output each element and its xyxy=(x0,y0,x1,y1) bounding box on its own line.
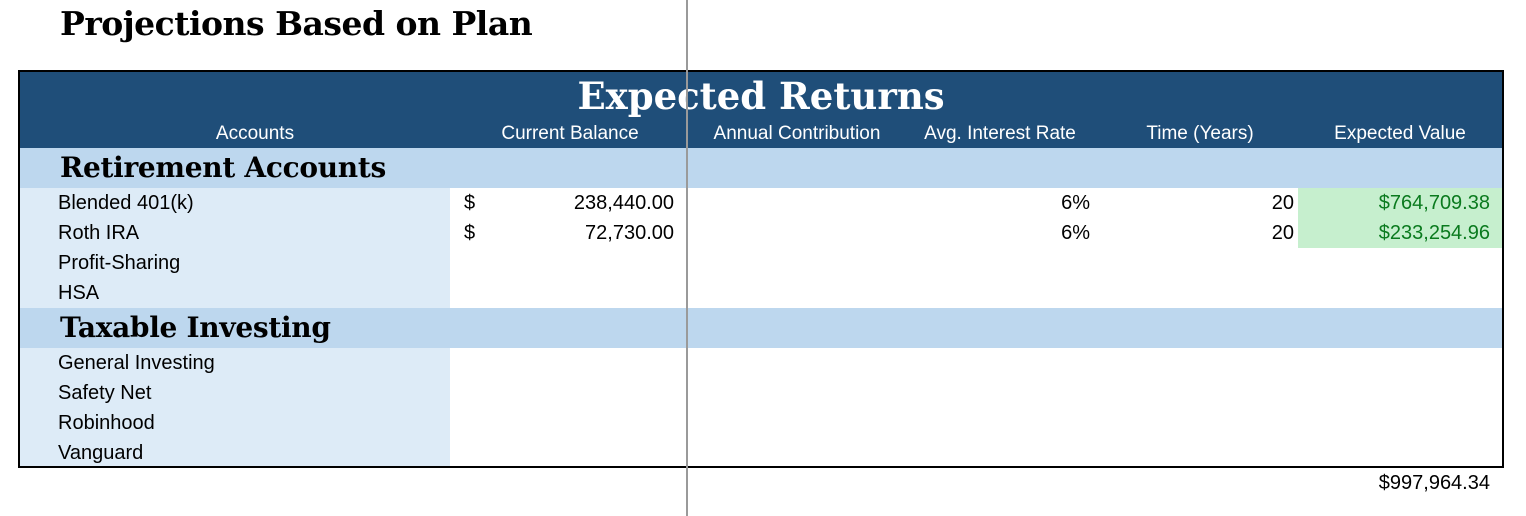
column-header-current-balance[interactable]: Current Balance xyxy=(501,123,639,144)
table-row[interactable]: HSA xyxy=(20,278,1502,308)
section-taxable-investing[interactable]: Taxable Investing xyxy=(20,308,1502,348)
currency-symbol: $ xyxy=(464,192,476,214)
column-header-accounts[interactable]: Accounts xyxy=(215,123,295,144)
avg-interest-rate[interactable]: 6% xyxy=(1061,222,1090,244)
column-header-expected-value[interactable]: Expected Value xyxy=(1334,123,1466,144)
section-retirement-accounts[interactable]: Retirement Accounts xyxy=(20,148,1502,188)
account-name[interactable]: HSA xyxy=(58,282,100,304)
page-title: Projections Based on Plan xyxy=(60,4,533,43)
column-header-annual-contribution[interactable]: Annual Contribution xyxy=(713,123,881,144)
expected-value[interactable]: $764,709.38 xyxy=(1298,188,1502,218)
account-name[interactable]: Blended 401(k) xyxy=(58,192,194,214)
account-name[interactable]: Profit-Sharing xyxy=(58,252,181,274)
table-row[interactable]: General Investing xyxy=(20,348,1502,378)
freeze-pane-divider[interactable] xyxy=(686,0,688,516)
table-row[interactable]: Vanguard xyxy=(20,438,1502,468)
account-name[interactable]: Safety Net xyxy=(58,382,152,404)
table-row[interactable]: Roth IRA $ 72,730.00 6% 20 $233,254.96 xyxy=(20,218,1502,248)
table-row[interactable]: Robinhood xyxy=(20,408,1502,438)
table-row[interactable]: Safety Net xyxy=(20,378,1502,408)
account-column-fill xyxy=(20,188,450,308)
avg-interest-rate[interactable]: 6% xyxy=(1061,192,1090,214)
column-header-time-years[interactable]: Time (Years) xyxy=(1146,123,1254,144)
currency-symbol: $ xyxy=(464,222,476,244)
expected-value[interactable]: $233,254.96 xyxy=(1298,218,1502,248)
current-balance[interactable]: 238,440.00 xyxy=(573,192,674,214)
table-row[interactable]: Profit-Sharing xyxy=(20,248,1502,278)
account-name[interactable]: Robinhood xyxy=(58,412,155,434)
section-label: Taxable Investing xyxy=(60,311,331,344)
table-header: Expected Returns Accounts Current Balanc… xyxy=(20,72,1502,148)
column-header-avg-interest-rate[interactable]: Avg. Interest Rate xyxy=(924,123,1076,144)
table-title: Expected Returns xyxy=(577,74,945,118)
account-column-fill xyxy=(20,348,450,466)
account-name[interactable]: General Investing xyxy=(58,352,215,374)
time-years[interactable]: 20 xyxy=(1271,192,1294,214)
expected-returns-table: Expected Returns Accounts Current Balanc… xyxy=(18,70,1504,468)
table-row[interactable]: Blended 401(k) $ 238,440.00 6% 20 $764,7… xyxy=(20,188,1502,218)
current-balance[interactable]: 72,730.00 xyxy=(585,222,674,244)
account-name[interactable]: Roth IRA xyxy=(58,222,140,244)
account-name[interactable]: Vanguard xyxy=(58,442,144,464)
section-label: Retirement Accounts xyxy=(60,151,386,184)
time-years[interactable]: 20 xyxy=(1271,222,1294,244)
expected-value-total[interactable]: $997,964.34 xyxy=(1378,472,1490,494)
